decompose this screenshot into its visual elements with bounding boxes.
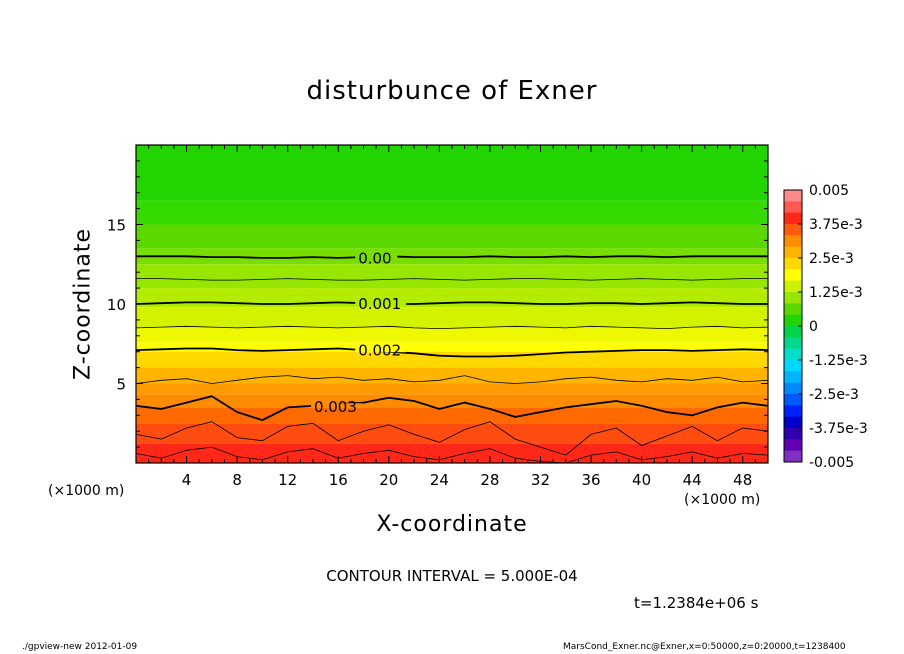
fill-bands	[136, 145, 768, 463]
chart-title: disturbunce of Exner	[306, 76, 598, 106]
colorbar-segment	[784, 314, 802, 327]
colorbar-segment	[784, 428, 802, 440]
contour-label: 0.001	[358, 295, 401, 313]
contour-label: 0.003	[314, 398, 357, 416]
time-label: t=1.2384e+06 s	[634, 594, 759, 612]
colorbar-segment	[784, 258, 802, 270]
fill-band	[136, 224, 768, 249]
colorbar-segment	[784, 235, 802, 247]
contour-line	[135, 446, 769, 464]
colorbar-label: 3.75e-3	[809, 217, 863, 233]
x-tick-label: 16	[329, 471, 348, 489]
footer-command: ./gpview-new 2012-01-09	[22, 642, 138, 652]
fill-band	[136, 407, 768, 424]
colorbar-segment	[784, 337, 802, 349]
fill-band	[136, 443, 768, 463]
colorbar-label: -0.005	[809, 455, 854, 471]
contour-label: 0.00	[358, 249, 391, 267]
colorbar: 0.005 3.75e-3 2.5e-3 1.25e-3 0 -1.25e-3 -2.5e-…	[783, 183, 868, 471]
x-tick-label: 12	[278, 471, 297, 489]
contour-line	[135, 347, 769, 358]
fill-band	[136, 200, 768, 225]
colorbar-segment	[784, 348, 802, 361]
x-tick-label: 28	[480, 471, 499, 489]
fill-band	[136, 394, 768, 408]
x-unit-right: (×1000 m)	[684, 492, 761, 508]
y-tick-label: 5	[116, 376, 126, 394]
fill-band	[136, 423, 768, 444]
contour-label-gap	[355, 300, 407, 306]
y-axis-label-container: Z-coordinate	[58, 145, 108, 463]
colorbar-segment	[784, 292, 802, 304]
contour-line	[135, 395, 769, 422]
colorbar-label: -1.25e-3	[809, 353, 868, 369]
x-tick-label: 40	[632, 471, 651, 489]
fill-band	[136, 288, 768, 308]
contour-label-gap	[310, 403, 362, 409]
x-ticks: 4 8 12 16 20 24 28 32 36 40 44 48	[148, 145, 756, 489]
y-ticks: 5 10 15	[107, 160, 768, 448]
colorbar-segment	[784, 382, 802, 395]
colorbar-segment	[784, 303, 802, 315]
colorbar-segment	[784, 269, 802, 281]
colorbar-segment	[784, 371, 802, 383]
contour-line	[135, 375, 769, 384]
x-tick-label: 4	[182, 471, 192, 489]
colorbar-label: 0.005	[809, 183, 849, 199]
x-tick-label: 44	[683, 471, 702, 489]
fill-band	[136, 383, 768, 395]
fill-band	[136, 327, 768, 343]
colorbar-label: 1.25e-3	[809, 285, 863, 301]
contour-label-gap	[355, 254, 398, 260]
contour-line	[135, 421, 769, 456]
x-unit-left: (×1000 m)	[48, 483, 125, 499]
fill-band	[136, 307, 768, 328]
footer-source: MarsCond_Exner.nc@Exner,x=0:50000,z=0:20…	[563, 642, 846, 652]
colorbar-segment	[784, 326, 802, 338]
contour-line	[135, 325, 769, 330]
contour-line	[136, 255, 768, 259]
x-axis-label: X-coordinate	[376, 512, 528, 537]
colorbar-segment	[784, 416, 802, 429]
colorbar-label: -2.5e-3	[809, 387, 859, 403]
x-tick-label: 36	[581, 471, 600, 489]
contour-line	[135, 301, 768, 305]
fill-band	[136, 145, 768, 201]
x-tick-label: 8	[232, 471, 242, 489]
colorbar-label: 0	[809, 319, 818, 335]
x-tick-label: 24	[430, 471, 449, 489]
colorbar-segment	[784, 201, 802, 213]
fill-band	[136, 264, 768, 289]
y-axis-label: Z-coordinate	[70, 228, 96, 380]
colorbar-segment	[784, 439, 802, 451]
colorbar-segment	[784, 224, 802, 236]
colorbar-label: 2.5e-3	[809, 251, 854, 267]
colorbar-segment	[784, 190, 802, 202]
x-tick-label: 48	[733, 471, 752, 489]
y-tick-label: 10	[107, 296, 126, 314]
fill-band	[136, 351, 768, 368]
contour-line	[136, 278, 768, 281]
colorbar-segment	[784, 280, 802, 293]
x-tick-label: 20	[379, 471, 398, 489]
contour-interval-label: CONTOUR INTERVAL = 5.000E-04	[326, 567, 578, 585]
contour-label: 0.002	[358, 342, 401, 360]
colorbar-segment	[784, 394, 802, 406]
x-tick-label: 32	[531, 471, 550, 489]
colorbar-segment	[784, 212, 802, 225]
contour-lines: 0.00 0.001 0.002 0.003	[135, 249, 769, 464]
colorbar-segment	[784, 246, 802, 259]
y-tick-label: 15	[107, 217, 126, 235]
contour-label-gap	[355, 347, 407, 353]
colorbar-label: -3.75e-3	[809, 421, 868, 437]
colorbar-segment	[784, 450, 802, 463]
fill-band	[136, 342, 768, 352]
colorbar-segment	[784, 405, 802, 417]
colorbar-segment	[784, 360, 802, 372]
